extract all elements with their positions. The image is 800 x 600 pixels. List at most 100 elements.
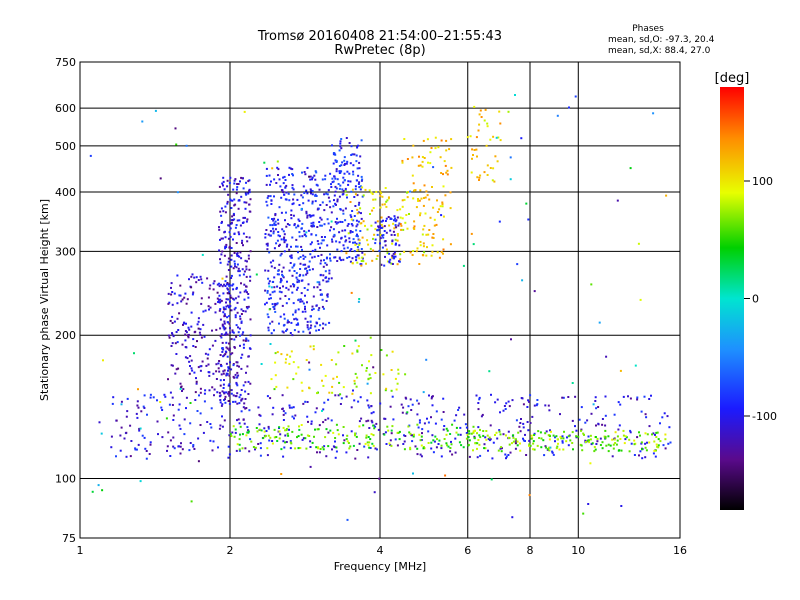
echo-point bbox=[222, 210, 225, 213]
echo-point bbox=[509, 178, 512, 181]
echo-point bbox=[408, 213, 410, 215]
echo-point bbox=[221, 347, 224, 349]
echo-point bbox=[334, 177, 337, 180]
echo-point bbox=[324, 323, 327, 326]
echo-point bbox=[283, 250, 286, 253]
echo-point bbox=[431, 186, 433, 188]
echo-point bbox=[624, 435, 627, 438]
echo-point bbox=[388, 261, 391, 264]
echo-point bbox=[269, 183, 271, 186]
echo-point bbox=[177, 367, 180, 370]
echo-point bbox=[219, 424, 222, 427]
echo-point bbox=[347, 180, 350, 183]
echo-point bbox=[145, 450, 148, 452]
echo-point bbox=[356, 167, 359, 170]
echo-point bbox=[295, 245, 297, 248]
echo-point bbox=[245, 306, 248, 308]
echo-point bbox=[317, 255, 320, 257]
echo-point bbox=[245, 201, 248, 204]
echo-point bbox=[298, 280, 300, 283]
echo-point bbox=[308, 214, 311, 217]
echo-point bbox=[343, 345, 346, 347]
x-axis-label: Frequency [MHz] bbox=[334, 560, 426, 573]
echo-point bbox=[282, 238, 285, 241]
echo-point bbox=[304, 305, 306, 308]
echo-point bbox=[319, 262, 322, 265]
echo-point bbox=[349, 162, 352, 165]
echo-point bbox=[243, 201, 246, 204]
echo-point bbox=[655, 431, 658, 434]
echo-point bbox=[288, 269, 291, 272]
echo-point bbox=[596, 437, 599, 440]
echo-point bbox=[226, 347, 229, 350]
echo-point bbox=[199, 424, 202, 426]
echo-point bbox=[264, 289, 267, 292]
echo-point bbox=[296, 281, 299, 284]
echo-point bbox=[492, 135, 495, 138]
echo-point bbox=[349, 231, 352, 234]
echo-point bbox=[192, 444, 195, 446]
x-tick-label: 10 bbox=[571, 544, 585, 557]
echo-point bbox=[331, 144, 333, 147]
echo-point bbox=[485, 430, 488, 432]
echo-point bbox=[383, 417, 386, 420]
echo-point bbox=[316, 286, 319, 289]
echo-point bbox=[184, 356, 187, 359]
echo-point bbox=[476, 442, 479, 445]
echo-point bbox=[257, 406, 260, 409]
echo-point bbox=[283, 446, 286, 449]
echo-point bbox=[180, 300, 183, 303]
echo-point bbox=[285, 198, 288, 201]
echo-point bbox=[212, 372, 215, 375]
echo-point bbox=[426, 246, 428, 249]
echo-point bbox=[316, 322, 318, 325]
echo-point bbox=[512, 434, 515, 437]
echo-point bbox=[374, 447, 377, 450]
echo-point bbox=[624, 438, 627, 441]
echo-point bbox=[548, 409, 551, 412]
echo-point bbox=[312, 214, 315, 217]
echo-point bbox=[380, 220, 383, 223]
echo-point bbox=[235, 242, 238, 244]
echo-point bbox=[446, 173, 449, 176]
echo-point bbox=[449, 243, 452, 246]
echo-point bbox=[227, 224, 230, 227]
echo-point bbox=[281, 228, 284, 231]
echo-point bbox=[249, 334, 252, 337]
echo-point bbox=[247, 293, 250, 295]
echo-point bbox=[522, 403, 525, 406]
echo-point bbox=[293, 193, 296, 196]
echo-point bbox=[228, 374, 231, 377]
echo-point bbox=[611, 438, 614, 441]
echo-point bbox=[235, 361, 238, 364]
echo-point bbox=[474, 442, 477, 445]
echo-point bbox=[472, 154, 474, 156]
echo-point bbox=[282, 331, 285, 334]
echo-point bbox=[345, 438, 348, 440]
echo-point bbox=[222, 383, 225, 386]
echo-point bbox=[587, 435, 590, 438]
echo-point bbox=[508, 405, 511, 408]
echo-point bbox=[594, 400, 597, 402]
echo-point bbox=[353, 153, 356, 156]
echo-point bbox=[232, 375, 235, 378]
echo-point bbox=[555, 435, 558, 438]
echo-point bbox=[135, 412, 138, 415]
echo-point bbox=[315, 407, 318, 410]
echo-point bbox=[241, 433, 244, 436]
echo-point bbox=[306, 401, 309, 403]
echo-point bbox=[326, 244, 329, 247]
echo-point bbox=[359, 155, 362, 158]
echo-point bbox=[330, 359, 333, 361]
echo-point bbox=[390, 218, 393, 220]
echo-point bbox=[320, 363, 323, 366]
echo-point bbox=[491, 457, 494, 460]
echo-point bbox=[239, 425, 242, 428]
echo-point bbox=[335, 446, 338, 449]
echo-point bbox=[589, 462, 592, 465]
echo-point bbox=[309, 315, 312, 318]
echo-point bbox=[616, 435, 619, 438]
echo-point bbox=[230, 338, 233, 341]
echo-point bbox=[487, 438, 490, 440]
echo-point bbox=[190, 311, 193, 314]
